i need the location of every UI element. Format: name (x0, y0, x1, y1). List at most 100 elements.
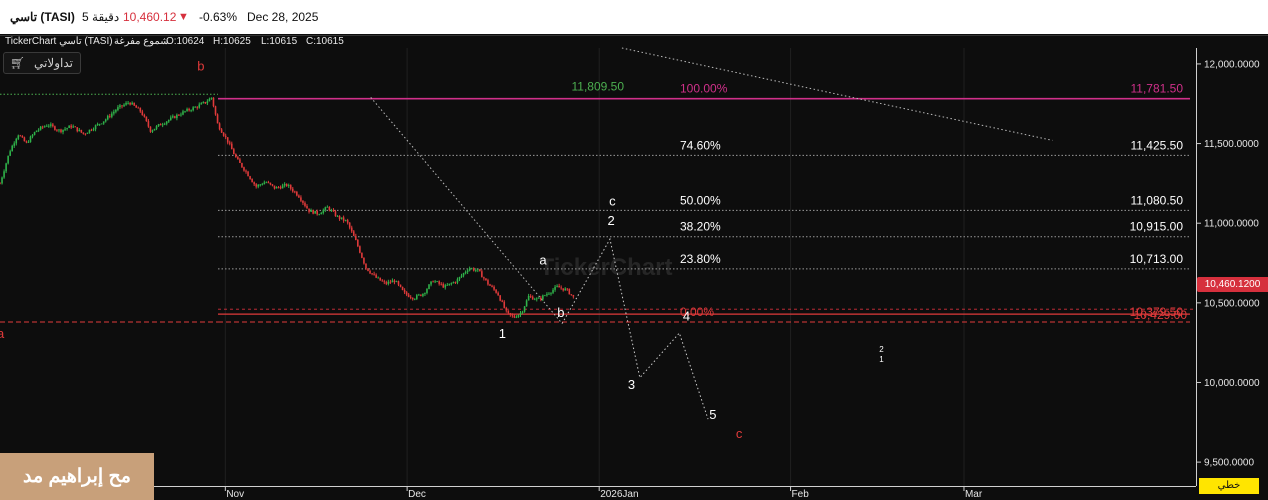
candle-body (287, 185, 290, 187)
candle-body (523, 306, 526, 312)
candle-body (102, 121, 105, 124)
candle-body (440, 283, 443, 285)
fib-percent-label: 74.60% (680, 138, 721, 152)
candle-body (216, 114, 219, 124)
candle-body (23, 137, 26, 142)
watchlist-button[interactable]: 🛒︎ تداولاتي (3, 52, 81, 74)
candle-body (45, 125, 48, 127)
candle-body (25, 141, 28, 143)
candle-body (308, 208, 310, 212)
candle-body (334, 211, 337, 217)
fibonacci-layer: 100.00% 11,781.50 74.60% 11,425.50 50.00% 11,… (0, 79, 1196, 323)
candle-body (172, 116, 174, 118)
candle-body (80, 129, 83, 133)
candle-body (13, 143, 16, 146)
candle-body (169, 117, 172, 120)
candle-body (230, 143, 233, 150)
y-tick-label: 10,000.0000 (1204, 378, 1260, 389)
support-value-label: 10,429.00 (1134, 308, 1188, 322)
candle-body (269, 182, 272, 185)
candle-body (564, 288, 567, 291)
candle-body (497, 292, 499, 296)
candle-body (432, 281, 434, 283)
candle-body (141, 111, 144, 116)
candle-body (535, 298, 538, 300)
candle-body (448, 283, 451, 286)
low-value: L:10615 (261, 36, 298, 47)
candle-body (397, 281, 400, 285)
candle-body (117, 107, 119, 111)
candle-body (90, 129, 93, 131)
candle-body (31, 134, 34, 137)
candle-body (411, 297, 414, 300)
candle-body (163, 123, 166, 125)
candle-body (450, 283, 453, 284)
candle-body (434, 281, 436, 283)
candle-body (54, 126, 56, 130)
candle-body (316, 210, 318, 215)
candle-body (389, 281, 392, 283)
candle-body (546, 294, 548, 296)
candle-body (359, 246, 361, 253)
chart-style-label[interactable]: شموع مفرغة (114, 36, 169, 47)
candle-body (257, 184, 260, 187)
fib-value-label: 10,713.00 (1130, 252, 1184, 266)
watermark-text: TickerChart (540, 254, 673, 281)
candle-body (558, 285, 560, 288)
candle-body (27, 142, 30, 143)
brand-watermark-box: مح إبراهيم مد (0, 453, 154, 500)
fib-value-label: 11,080.50 (1131, 193, 1184, 207)
candle-body (192, 107, 194, 111)
wave-labels-layer: ab1abc2435c21v (0, 58, 884, 492)
candle-body (190, 110, 192, 112)
candle-body (330, 210, 333, 211)
candle-body (104, 119, 107, 122)
candle-body (212, 97, 215, 107)
y-tick-label: 11,000.0000 (1204, 219, 1259, 230)
wave-label: c (609, 194, 616, 209)
candle-body (519, 312, 522, 315)
candle-body (161, 124, 164, 126)
candle-body (151, 130, 154, 132)
interval-selector[interactable]: 5 دقيقة (82, 10, 120, 24)
down-arrow-icon: ▼ (178, 11, 189, 23)
candle-body (283, 183, 286, 186)
wave-label: c (736, 426, 743, 441)
candle-body (391, 280, 394, 283)
candle-body (214, 106, 217, 115)
date-label: Dec 28, 2025 (247, 10, 319, 24)
header-bar: تاسي (TASI) 5 دقيقة 10,460.12 ▼ -0.63% D… (0, 0, 1268, 34)
candle-body (326, 206, 329, 208)
candle-body (52, 124, 54, 127)
candle-body (550, 292, 552, 294)
candle-body (472, 268, 475, 271)
candle-body (277, 186, 280, 188)
last-price-tag: 10,460.1200 (1197, 277, 1268, 292)
y-tick-label: 9,500.0000 (1204, 458, 1254, 469)
candle-body (529, 295, 532, 297)
symbol-name[interactable]: تاسي (TASI) (10, 10, 75, 24)
x-tick-label: Mar (965, 489, 983, 500)
candle-body (533, 299, 536, 301)
x-axis: Nov Dec 2026Jan Feb Mar (224, 486, 983, 500)
wave-label: b (197, 58, 204, 73)
candle-body (255, 184, 257, 187)
line-mode-button[interactable]: خطي (1199, 478, 1259, 494)
wave-label: 2 (608, 213, 615, 228)
candle-body (119, 105, 121, 108)
candle-body (324, 207, 327, 210)
fib-value-label: 11,425.50 (1131, 138, 1184, 152)
candle-body (304, 202, 306, 206)
candle-body (458, 277, 461, 280)
x-tick-label: Feb (792, 489, 810, 500)
candle-body (159, 124, 162, 126)
wave-label: 3 (628, 377, 635, 392)
candle-body (491, 285, 493, 287)
fib-value-label: 11,781.50 (1131, 82, 1184, 96)
candle-body (298, 195, 300, 198)
y-tick-label: 10,500.0000 (1204, 298, 1260, 309)
candle-body (361, 252, 363, 258)
candle-body (314, 210, 316, 214)
candle-body (310, 210, 312, 212)
